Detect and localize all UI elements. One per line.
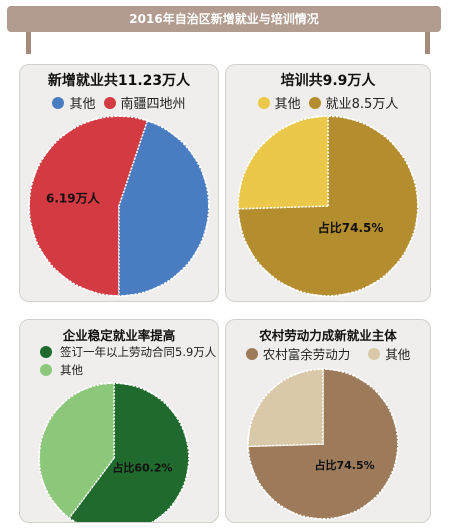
- legend-swatch: [40, 346, 52, 358]
- legend-item: 其他: [368, 344, 410, 363]
- pie-outline: [247, 368, 399, 520]
- pie-chart: 占比60.2%: [38, 382, 190, 522]
- legend-label: 就业8.5万人: [325, 97, 399, 112]
- chart-legend: 农村富余劳动力 其他: [226, 344, 430, 363]
- legend-label: 南疆四地州: [120, 97, 186, 112]
- legend-label: 其他: [274, 97, 301, 112]
- legend-swatch: [245, 347, 258, 360]
- pie-chart: 占比74.5%: [247, 368, 399, 520]
- banner-peg-right: [425, 32, 430, 54]
- chart-title: 培训共9.9万人: [280, 73, 376, 89]
- pie-chart: 占比74.5%: [237, 115, 419, 297]
- banner-peg-left: [26, 32, 31, 54]
- pie-slice: [118, 119, 210, 297]
- pie-data-label: 占比74.5%: [314, 458, 374, 472]
- pie-data-label: 占比60.2%: [112, 460, 172, 474]
- legend-label: 农村富余劳动力: [262, 347, 351, 362]
- legend-swatch: [40, 364, 52, 376]
- legend-swatch: [308, 96, 321, 109]
- chart-panel-enterprise-employment: 企业稳定就业率提高 签订一年以上劳动合同5.9万人 其他 占比60.2%: [19, 319, 219, 523]
- pie-outline: [237, 115, 419, 297]
- legend-label: 其他: [69, 97, 96, 112]
- legend-swatch: [368, 347, 381, 360]
- legend-item: 就业8.5万人: [308, 93, 399, 112]
- pie-data-label: 占比74.5%: [318, 220, 384, 235]
- legend-item: 其他: [40, 361, 216, 379]
- pie-outline: [28, 115, 210, 297]
- pie-slice: [247, 368, 324, 448]
- legend-swatch: [52, 96, 65, 109]
- pie-data-label: 6.19万人: [46, 191, 101, 206]
- legend-label: 其他: [60, 363, 83, 377]
- legend-item: 农村富余劳动力: [245, 344, 351, 363]
- legend-label: 其他: [385, 347, 411, 362]
- chart-title: 农村劳动力成新就业主体: [259, 328, 397, 343]
- chart-legend: 签订一年以上劳动合同5.9万人 其他: [40, 343, 216, 379]
- chart-title: 企业稳定就业率提高: [62, 328, 176, 343]
- chart-panel-rural-labor: 农村劳动力成新就业主体 农村富余劳动力 其他 占比74.5%: [225, 319, 431, 523]
- legend-item: 签订一年以上劳动合同5.9万人: [40, 343, 216, 361]
- legend-item: 其他: [52, 93, 96, 112]
- banner-title: 2016年自治区新增就业与培训情况: [7, 6, 441, 32]
- legend-swatch: [257, 96, 270, 109]
- legend-swatch: [103, 96, 116, 109]
- chart-panel-new-employment: 新增就业共11.23万人 其他 南疆四地州 6.19万人: [19, 64, 219, 302]
- pie-outline: [38, 382, 190, 522]
- legend-item: 其他: [257, 93, 301, 112]
- chart-panel-training: 培训共9.9万人 其他 就业8.5万人 占比74.5%: [225, 64, 431, 302]
- legend-label: 签订一年以上劳动合同5.9万人: [60, 345, 217, 359]
- pie-slice: [237, 115, 329, 210]
- pie-slice: [38, 382, 115, 520]
- chart-legend: 其他 南疆四地州: [20, 93, 218, 112]
- chart-legend: 其他 就业8.5万人: [226, 93, 430, 112]
- chart-title: 新增就业共11.23万人: [47, 73, 191, 89]
- pie-chart: 6.19万人: [28, 115, 210, 297]
- pie-slice: [68, 382, 190, 522]
- legend-item: 南疆四地州: [103, 93, 186, 112]
